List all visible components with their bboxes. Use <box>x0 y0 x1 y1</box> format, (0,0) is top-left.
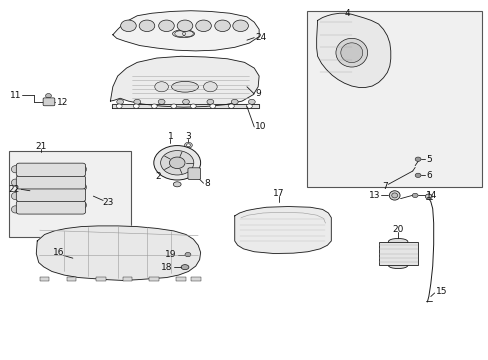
Text: 2: 2 <box>155 172 160 181</box>
Text: 9: 9 <box>255 89 261 98</box>
FancyBboxPatch shape <box>43 98 55 106</box>
Bar <box>40 277 49 281</box>
Circle shape <box>246 104 252 108</box>
Text: 1: 1 <box>167 132 173 141</box>
Bar <box>306 12 482 187</box>
Text: 7: 7 <box>381 182 387 191</box>
Bar <box>66 277 76 281</box>
Circle shape <box>177 20 192 32</box>
FancyBboxPatch shape <box>16 176 85 189</box>
FancyBboxPatch shape <box>16 201 85 214</box>
Circle shape <box>186 144 190 147</box>
Text: 14: 14 <box>425 191 436 200</box>
Circle shape <box>184 142 192 148</box>
Circle shape <box>206 99 213 104</box>
Bar <box>96 277 105 281</box>
Circle shape <box>182 99 189 104</box>
Circle shape <box>151 104 157 108</box>
Bar <box>176 277 185 281</box>
Text: 6: 6 <box>426 171 431 180</box>
Circle shape <box>170 104 176 108</box>
Bar <box>190 277 200 281</box>
Ellipse shape <box>340 43 362 63</box>
Text: 23: 23 <box>102 198 113 207</box>
FancyBboxPatch shape <box>16 188 85 202</box>
FancyBboxPatch shape <box>16 163 85 176</box>
Ellipse shape <box>79 202 86 209</box>
Circle shape <box>248 99 255 104</box>
Circle shape <box>414 157 420 161</box>
Circle shape <box>121 20 136 32</box>
Ellipse shape <box>173 182 181 187</box>
Circle shape <box>228 104 234 108</box>
Ellipse shape <box>79 184 86 191</box>
Ellipse shape <box>11 206 19 213</box>
Text: 5: 5 <box>426 155 431 164</box>
Text: 8: 8 <box>204 179 210 188</box>
Ellipse shape <box>11 166 19 173</box>
Text: 11: 11 <box>10 90 21 99</box>
Ellipse shape <box>11 179 19 186</box>
Circle shape <box>184 252 190 257</box>
Ellipse shape <box>172 30 194 38</box>
Polygon shape <box>36 226 200 280</box>
Text: 20: 20 <box>391 225 403 234</box>
Polygon shape <box>113 11 259 51</box>
Text: 24: 24 <box>255 33 266 42</box>
Circle shape <box>214 20 230 32</box>
Bar <box>122 277 132 281</box>
Ellipse shape <box>79 166 86 173</box>
Ellipse shape <box>11 193 19 199</box>
FancyBboxPatch shape <box>187 168 200 180</box>
Text: 19: 19 <box>164 250 176 259</box>
Text: 21: 21 <box>35 142 46 151</box>
Text: 4: 4 <box>345 9 350 18</box>
Text: 15: 15 <box>435 287 446 296</box>
Text: 22: 22 <box>9 185 20 194</box>
Ellipse shape <box>171 81 198 92</box>
Circle shape <box>203 82 217 92</box>
Circle shape <box>155 82 168 92</box>
Text: 13: 13 <box>368 191 379 200</box>
Ellipse shape <box>387 262 407 269</box>
Text: 10: 10 <box>255 122 266 131</box>
Circle shape <box>231 99 238 104</box>
Bar <box>149 277 159 281</box>
Circle shape <box>158 99 164 104</box>
Polygon shape <box>316 13 390 87</box>
Polygon shape <box>234 207 330 253</box>
Ellipse shape <box>388 191 399 200</box>
Circle shape <box>209 104 215 108</box>
Circle shape <box>425 194 431 199</box>
Polygon shape <box>110 56 259 107</box>
Bar <box>9 151 131 237</box>
Text: 16: 16 <box>52 248 64 257</box>
Circle shape <box>195 20 211 32</box>
Circle shape <box>139 20 155 32</box>
Text: 17: 17 <box>272 189 284 198</box>
Polygon shape <box>112 104 259 108</box>
Circle shape <box>191 171 197 176</box>
Ellipse shape <box>391 193 397 198</box>
Circle shape <box>134 99 141 104</box>
Text: 3: 3 <box>185 132 191 141</box>
Circle shape <box>158 20 174 32</box>
Circle shape <box>160 150 193 175</box>
Text: 12: 12 <box>57 98 68 107</box>
Circle shape <box>154 145 200 180</box>
Circle shape <box>117 99 123 104</box>
Ellipse shape <box>181 265 188 270</box>
Text: 18: 18 <box>161 263 172 272</box>
Ellipse shape <box>387 238 407 245</box>
Circle shape <box>414 173 420 177</box>
Circle shape <box>169 157 184 168</box>
Circle shape <box>411 193 417 198</box>
Circle shape <box>232 20 248 32</box>
Ellipse shape <box>335 39 367 67</box>
Circle shape <box>116 104 122 108</box>
Circle shape <box>190 104 196 108</box>
Circle shape <box>45 94 51 98</box>
Circle shape <box>133 104 139 108</box>
Bar <box>378 242 417 265</box>
